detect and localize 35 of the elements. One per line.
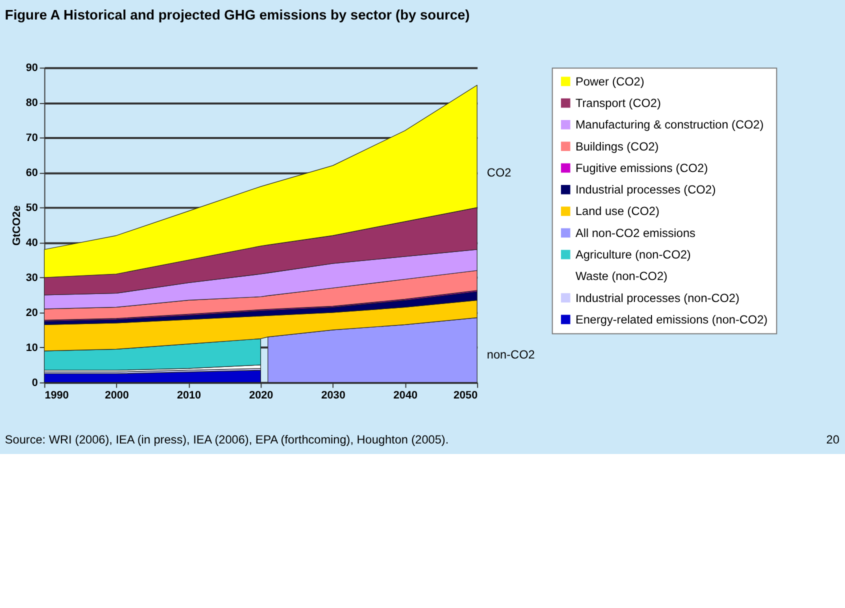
y-tick-label: 90 [26, 62, 38, 74]
y-tick-label: 50 [26, 202, 38, 214]
x-tick-label: 2030 [321, 390, 346, 402]
chart-title: Figure A Historical and projected GHG emissions by sector (by source) [4, 7, 470, 22]
x-tick-label: 2040 [393, 390, 418, 402]
legend-label: Energy-related emissions (non-CO2) [575, 312, 768, 326]
x-tick-label: 2000 [104, 390, 129, 402]
legend-label: Transport (CO2) [575, 96, 661, 110]
text: CO2 [486, 166, 512, 180]
legend-label: Manufacturing & construction (CO2) [575, 118, 764, 132]
y-axis-title: GtCO2e [10, 205, 23, 246]
text: Waste (non-CO2) [575, 269, 668, 284]
y-tick-label: 60 [26, 167, 38, 180]
legend-label: Industrial processes (non-CO2) [575, 290, 740, 305]
y-tick-label: 30 [26, 272, 38, 284]
legend-label: Agriculture (non-CO2) [575, 247, 691, 262]
legend-label: Fugitive emissions (CO2) [575, 160, 708, 175]
text: non-CO2 [486, 347, 535, 362]
y-tick-label: 20 [26, 306, 38, 319]
legend-label: Power (CO2) [575, 74, 644, 88]
legend-label: Buildings (CO2) [575, 139, 659, 154]
y-tick-label: 70 [26, 132, 38, 144]
x-tick-label: 1990 [44, 390, 69, 402]
source-note: Source: WRI (2006), IEA (in press), IEA (2006), EPA (forthcoming), Houghton (2005). [4, 432, 449, 446]
y-tick-label: 40 [26, 236, 38, 249]
y-tick-label: 10 [26, 342, 38, 354]
legend-label: Industrial processes (CO2) [575, 182, 716, 197]
legend-label: All non-CO2 emissions [575, 226, 696, 240]
legend-label: Land use (CO2) [575, 204, 660, 218]
x-tick-label: 2020 [249, 390, 274, 402]
x-tick-label: 2050 [454, 390, 478, 402]
x-tick-label: 2010 [177, 390, 202, 402]
y-tick-label: 80 [26, 97, 38, 110]
y-tick-label: 0 [32, 376, 38, 389]
text: 20 [826, 432, 840, 446]
